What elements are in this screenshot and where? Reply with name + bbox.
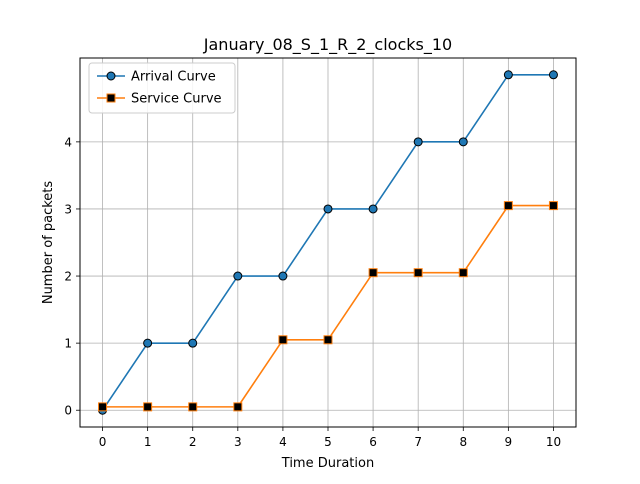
x-tick-label: 1: [144, 435, 152, 449]
y-tick-label: 3: [64, 202, 72, 216]
y-tick-label: 4: [64, 135, 72, 149]
data-point: [323, 335, 333, 345]
data-point: [458, 137, 468, 147]
x-tick-label: 5: [324, 435, 332, 449]
legend-box: [88, 62, 236, 114]
data-point: [413, 137, 423, 147]
x-tick-label: 10: [546, 435, 561, 449]
data-point: [188, 338, 198, 348]
data-point: [548, 201, 558, 211]
y-tick-label: 0: [64, 404, 72, 418]
data-point: [233, 271, 243, 281]
series-group: [98, 70, 558, 415]
x-axis-label: Time Duration: [281, 456, 374, 471]
legend-label: Arrival Curve: [131, 70, 216, 85]
data-point: [188, 402, 198, 412]
data-point: [503, 201, 513, 211]
x-tick-label: 7: [414, 435, 422, 449]
data-point: [233, 402, 243, 412]
legend-marker: [106, 71, 116, 81]
x-tick-label: 2: [189, 435, 197, 449]
x-tick-label: 0: [99, 435, 107, 449]
y-tick-label: 2: [64, 270, 72, 284]
data-point: [368, 268, 378, 278]
axis-ticks: 0 1 2 3 4 5 6 7 8 9 10 0 1 2 3 4: [64, 135, 561, 449]
data-point: [278, 271, 288, 281]
data-point: [548, 70, 558, 80]
x-tick-label: 4: [279, 435, 287, 449]
data-point: [413, 268, 423, 278]
data-point: [143, 338, 153, 348]
y-tick-label: 1: [64, 337, 72, 351]
data-point: [458, 268, 468, 278]
data-point: [98, 402, 108, 412]
legend-label: Service Curve: [131, 92, 222, 107]
data-point: [368, 204, 378, 214]
x-tick-label: 6: [369, 435, 377, 449]
data-point: [278, 335, 288, 345]
chart-title: January_08_S_1_R_2_clocks_10: [203, 35, 452, 55]
legend: Arrival Curve Service Curve: [88, 62, 236, 114]
legend-marker: [106, 93, 116, 103]
data-point: [143, 402, 153, 412]
data-point: [323, 204, 333, 214]
x-tick-label: 3: [234, 435, 242, 449]
x-tick-label: 9: [505, 435, 513, 449]
y-axis-label: Number of packets: [41, 181, 56, 305]
data-point: [503, 70, 513, 80]
x-tick-label: 8: [459, 435, 467, 449]
